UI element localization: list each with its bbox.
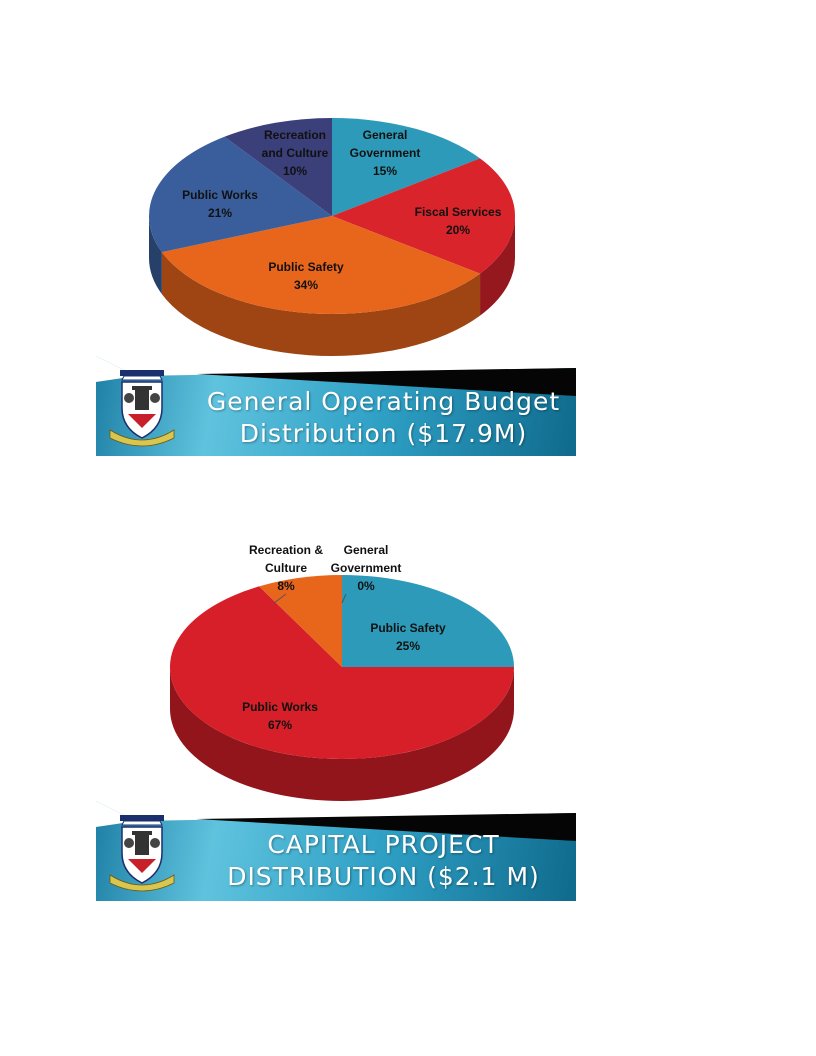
pie-slice-public-works bbox=[169, 586, 514, 759]
pie-slice-public-safety bbox=[161, 216, 481, 314]
leader-line-recreation bbox=[273, 593, 287, 604]
capital-project-banner: CAPITAL PROJECT DISTRIBUTION ($2.1 M) bbox=[96, 801, 576, 901]
operating-budget-title: General Operating Budget Distribution ($… bbox=[206, 387, 561, 448]
slice-label-general-government: General Government 0% bbox=[330, 543, 402, 593]
municipal-crest-icon bbox=[109, 815, 175, 892]
pie-side-public-safety bbox=[161, 252, 481, 356]
slice-label-general-government: General Government 15% bbox=[349, 128, 421, 178]
pie-slice-general-government bbox=[332, 118, 481, 216]
capital-project-pie bbox=[169, 575, 514, 801]
slice-label-recreation: Recreation & Culture 8% bbox=[248, 543, 324, 593]
slice-label-public-safety: Public Safety 25% bbox=[370, 621, 446, 653]
banner-swoosh bbox=[96, 801, 576, 841]
pie-slice-public-safety bbox=[342, 575, 514, 667]
pie-side-public-works bbox=[170, 667, 514, 801]
capital-project-chart: Recreation & Culture 8% General Governme… bbox=[96, 535, 576, 901]
capital-project-title: CAPITAL PROJECT DISTRIBUTION ($2.1 M) bbox=[227, 830, 540, 891]
municipal-crest-icon bbox=[109, 370, 175, 447]
pie-slice-recreation-and-culture bbox=[224, 118, 332, 216]
slice-label-fiscal-services: Fiscal Services 20% bbox=[414, 205, 502, 237]
slice-label-public-works: Public Works 21% bbox=[182, 188, 258, 220]
pie-side-fiscal-services bbox=[480, 216, 515, 316]
slice-label-public-safety: Public Safety 34% bbox=[268, 260, 344, 292]
pie-slice-fiscal-services bbox=[332, 158, 515, 274]
pie-slice-public-works bbox=[149, 136, 332, 253]
operating-budget-chart: Recreation and Culture 10% General Gover… bbox=[96, 118, 576, 456]
leader-line-general-government bbox=[341, 593, 347, 604]
operating-budget-pie bbox=[149, 118, 515, 356]
operating-budget-banner: General Operating Budget Distribution ($… bbox=[96, 356, 576, 456]
slice-label-recreation: Recreation and Culture 10% bbox=[261, 128, 329, 178]
pie-side-public-works bbox=[149, 216, 162, 295]
slice-label-public-works: Public Works 67% bbox=[242, 700, 318, 732]
